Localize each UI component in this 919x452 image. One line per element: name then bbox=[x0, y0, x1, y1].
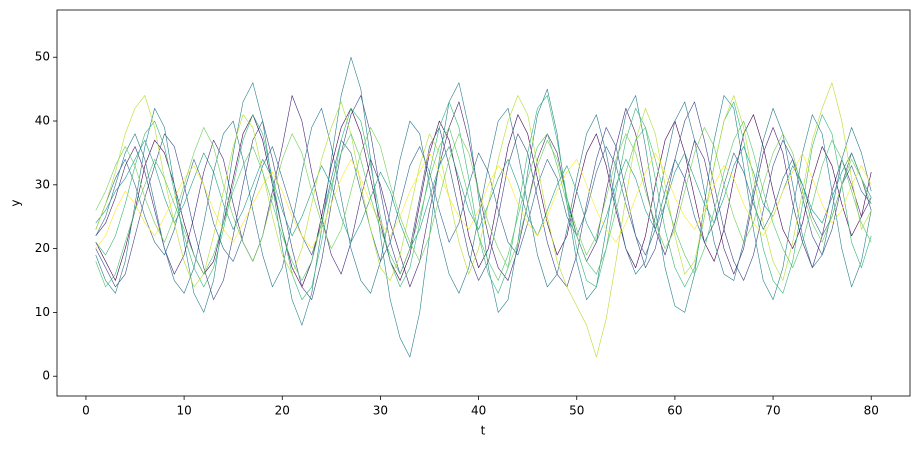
x-axis-label: t bbox=[481, 424, 486, 438]
series-line bbox=[95, 95, 872, 300]
series-line bbox=[95, 95, 872, 288]
series-line bbox=[95, 95, 872, 300]
x-tick-label: 30 bbox=[373, 404, 388, 418]
series-line bbox=[95, 152, 872, 249]
series-line bbox=[95, 139, 872, 262]
series-line bbox=[95, 127, 872, 269]
series-line bbox=[95, 101, 872, 294]
series-line bbox=[95, 139, 872, 249]
series-line bbox=[95, 107, 872, 288]
series-line bbox=[95, 120, 872, 288]
y-tick-label: 0 bbox=[42, 369, 50, 383]
series-line bbox=[95, 82, 872, 358]
y-tick-label: 30 bbox=[35, 177, 50, 191]
y-axis-label: y bbox=[9, 199, 23, 206]
y-tick-label: 20 bbox=[35, 241, 50, 255]
axes-frame bbox=[56, 9, 911, 397]
y-tick-label: 50 bbox=[35, 50, 50, 64]
x-tick-label: 70 bbox=[765, 404, 780, 418]
y-tick-label: 40 bbox=[35, 114, 50, 128]
x-tick-label: 50 bbox=[569, 404, 584, 418]
x-tick-label: 80 bbox=[864, 404, 879, 418]
series-line bbox=[95, 56, 872, 358]
x-tick-label: 0 bbox=[82, 404, 90, 418]
plot-area bbox=[95, 56, 872, 358]
x-tick-label: 40 bbox=[471, 404, 486, 418]
x-tick-label: 20 bbox=[275, 404, 290, 418]
y-tick-label: 10 bbox=[35, 305, 50, 319]
x-tick-label: 60 bbox=[667, 404, 682, 418]
x-tick-label: 10 bbox=[176, 404, 191, 418]
